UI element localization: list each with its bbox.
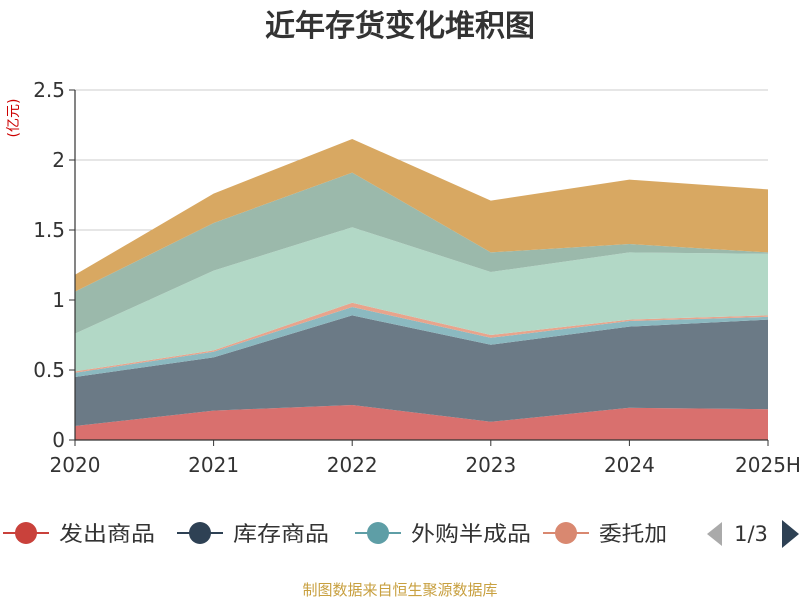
y-tick-label: 2 xyxy=(52,148,65,172)
y-tick-label: 2.5 xyxy=(33,78,65,102)
x-tick-label: 2023 xyxy=(465,453,516,477)
x-tick-label: 2021 xyxy=(188,453,239,477)
legend-label: 库存商品 xyxy=(233,522,329,546)
legend-label: 发出商品 xyxy=(59,522,155,546)
legend-page-indicator: 1/3 xyxy=(734,522,768,546)
area-series-5 xyxy=(75,227,768,372)
y-unit-label: (亿元) xyxy=(6,99,22,138)
legend-dot-icon xyxy=(189,522,211,544)
area-series-7 xyxy=(75,139,768,292)
x-tick-label: 2024 xyxy=(604,453,655,477)
area-series-layer xyxy=(75,139,768,440)
legend-dot-icon xyxy=(15,522,37,544)
area-series-1 xyxy=(75,405,768,440)
x-tick-label: 2020 xyxy=(50,453,101,477)
axes: 0 0.5 1 1.5 2 2.5 2020 2021 2022 2023 2024 2025H xyxy=(33,78,800,477)
y-tick-label: 0 xyxy=(52,428,65,452)
area-series-2 xyxy=(75,315,768,426)
y-tick-label: 1 xyxy=(52,288,65,312)
legend-item[interactable]: 外购半成品 xyxy=(355,522,531,546)
legend-label: 外购半成品 xyxy=(411,522,531,546)
y-tick-label: 0.5 xyxy=(33,358,65,382)
legend-item[interactable]: 委托加 xyxy=(543,522,667,546)
legend[interactable]: 发出商品 库存商品 外购半成品 委托加 1/3 xyxy=(3,520,799,548)
x-tick-label: 2025H xyxy=(735,453,800,477)
area-series-6 xyxy=(75,172,768,334)
legend-item[interactable]: 发出商品 xyxy=(3,522,155,546)
y-tick-label: 1.5 xyxy=(33,218,65,242)
legend-dot-icon xyxy=(555,522,577,544)
legend-dot-icon xyxy=(367,522,389,544)
x-tick-label: 2022 xyxy=(327,453,378,477)
legend-label: 委托加 xyxy=(599,522,667,546)
legend-next-page-icon[interactable] xyxy=(782,520,799,548)
chart-title: 近年存货变化堆积图 xyxy=(265,9,535,44)
legend-prev-page-icon[interactable] xyxy=(707,522,722,546)
legend-item[interactable]: 库存商品 xyxy=(177,522,329,546)
source-note: 制图数据来自恒生聚源数据库 xyxy=(302,581,497,599)
